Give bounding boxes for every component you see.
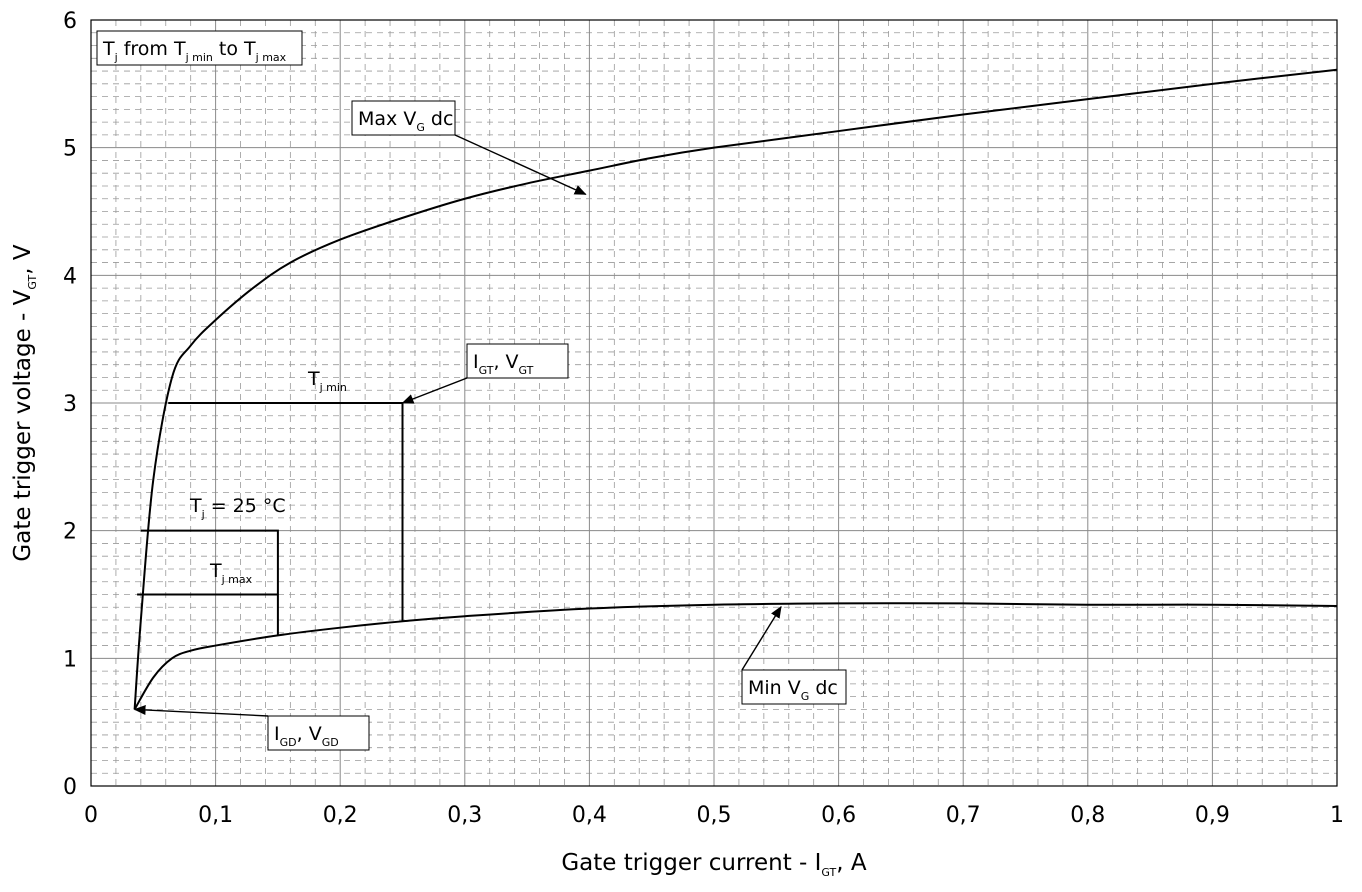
- max-vg-label-text-part: Max V: [358, 108, 416, 130]
- igt-vgt-label-text-part: I: [473, 351, 479, 373]
- x-tick-label: 1: [1330, 803, 1344, 828]
- min-vg-label-text-part: dc: [809, 677, 838, 699]
- igd-vgd-label-text-sub: GD: [322, 736, 339, 749]
- tj-max-label-sub: j max: [221, 573, 253, 586]
- max-vg-label-box: [351, 100, 456, 136]
- y-axis-title-part: , V: [10, 244, 36, 275]
- temp-range-label-text-part: from T: [118, 38, 186, 60]
- x-tick-label: 0,6: [821, 803, 856, 828]
- igd-vgd-arrow: [133, 704, 269, 717]
- tj-max-label-part: T: [209, 560, 222, 582]
- igt-vgt-arrow: [401, 377, 468, 404]
- y-tick-label: 3: [63, 392, 77, 417]
- temp-range-label-text-sub: j max: [255, 51, 287, 64]
- tj-min-label-sub: j min: [319, 381, 347, 394]
- temp-range-label-box: [96, 30, 303, 66]
- igt-vgt-label-text-part: , V: [493, 351, 518, 373]
- tj-25-label: Tj = 25 °C: [189, 495, 286, 521]
- grid: [91, 20, 1337, 786]
- y-tick-label: 6: [63, 9, 77, 34]
- min-vg-label-text-part: Min V: [748, 677, 801, 699]
- x-axis-title-part: , A: [836, 850, 867, 876]
- series-line-3: [140, 529, 279, 636]
- y-tick-label: 4: [63, 264, 77, 289]
- min-vg-label-box: [741, 669, 847, 705]
- x-tick-label: 0,9: [1195, 803, 1230, 828]
- y-tick-label: 5: [63, 137, 77, 162]
- y-tick-label: 2: [63, 520, 77, 545]
- x-tick-label: 0,7: [946, 803, 981, 828]
- tj-min-label: Tj min: [307, 368, 347, 394]
- y-axis-title-sub: GT: [26, 274, 39, 289]
- x-axis-title: Gate trigger current - IGT, A: [561, 850, 867, 879]
- x-tick-label: 0,2: [323, 803, 358, 828]
- igd-vgd-label-text-sub: GD: [280, 736, 297, 749]
- igd-vgd-label-text: IGD, VGD: [274, 723, 339, 749]
- tj-25-label-part: = 25 °C: [205, 495, 286, 517]
- x-tick-label: 0,1: [198, 803, 233, 828]
- max-vg-label-text-sub: G: [416, 121, 425, 134]
- y-axis-title: Gate trigger voltage - VGT, V: [10, 244, 39, 561]
- axes: 0 0,1 0,2 0,3 0,4 0,5 0,6 0,7 0,8 0,9 1 0 1 2 3 4 5 6 Gate…: [10, 9, 1344, 879]
- x-tick-label: 0,4: [572, 803, 607, 828]
- max-vg-label-text-part: dc: [425, 108, 454, 130]
- x-tick-label: 0,5: [697, 803, 732, 828]
- temp-range-label-text-sub: j: [114, 51, 118, 64]
- min-vg-label-text-sub: G: [801, 690, 810, 703]
- min-vg-arrow: [741, 605, 782, 671]
- igd-vgd-label-text-part: I: [274, 723, 280, 745]
- igd-vgd-label-box: [267, 715, 370, 751]
- min-vg-label-text: Min VG dc: [748, 677, 838, 703]
- x-tick-label: 0,3: [447, 803, 482, 828]
- tj-max-label: Tj max: [209, 560, 253, 586]
- igt-vgt-label-box: [466, 343, 569, 379]
- plot-frame: [90, 19, 1338, 787]
- igd-vgd-label-text-part: , V: [297, 723, 322, 745]
- y-axis-title-part: Gate trigger voltage - V: [10, 289, 36, 561]
- series-line-0: [133, 68, 1338, 710]
- y-tick-label: 0: [63, 775, 77, 800]
- temp-range-label-text-sub: j min: [185, 51, 213, 64]
- x-tick-label: 0,8: [1070, 803, 1105, 828]
- igt-vgt-label-text-sub: GT: [519, 364, 534, 377]
- max-vg-arrow: [454, 134, 587, 195]
- igt-vgt-label-text: IGT, VGT: [473, 351, 534, 377]
- max-vg-label-text: Max VG dc: [358, 108, 453, 134]
- temp-range-label-text-part: T: [102, 38, 115, 60]
- igt-vgt-label-text-sub: GT: [479, 364, 494, 377]
- temp-range-label-text: Tj from Tj min to Tj max: [102, 38, 287, 64]
- tj-25-label-part: T: [189, 495, 202, 517]
- tj-25-label-sub: j: [201, 508, 205, 521]
- tj-min-label-part: T: [307, 368, 320, 390]
- temp-range-label-text-part: to T: [213, 38, 256, 60]
- x-tick-label: 0: [84, 803, 98, 828]
- x-axis-title-part: Gate trigger current - I: [561, 850, 821, 876]
- series-line-1: [133, 602, 1338, 710]
- x-axis-title-sub: GT: [821, 866, 836, 879]
- y-tick-label: 1: [63, 647, 77, 672]
